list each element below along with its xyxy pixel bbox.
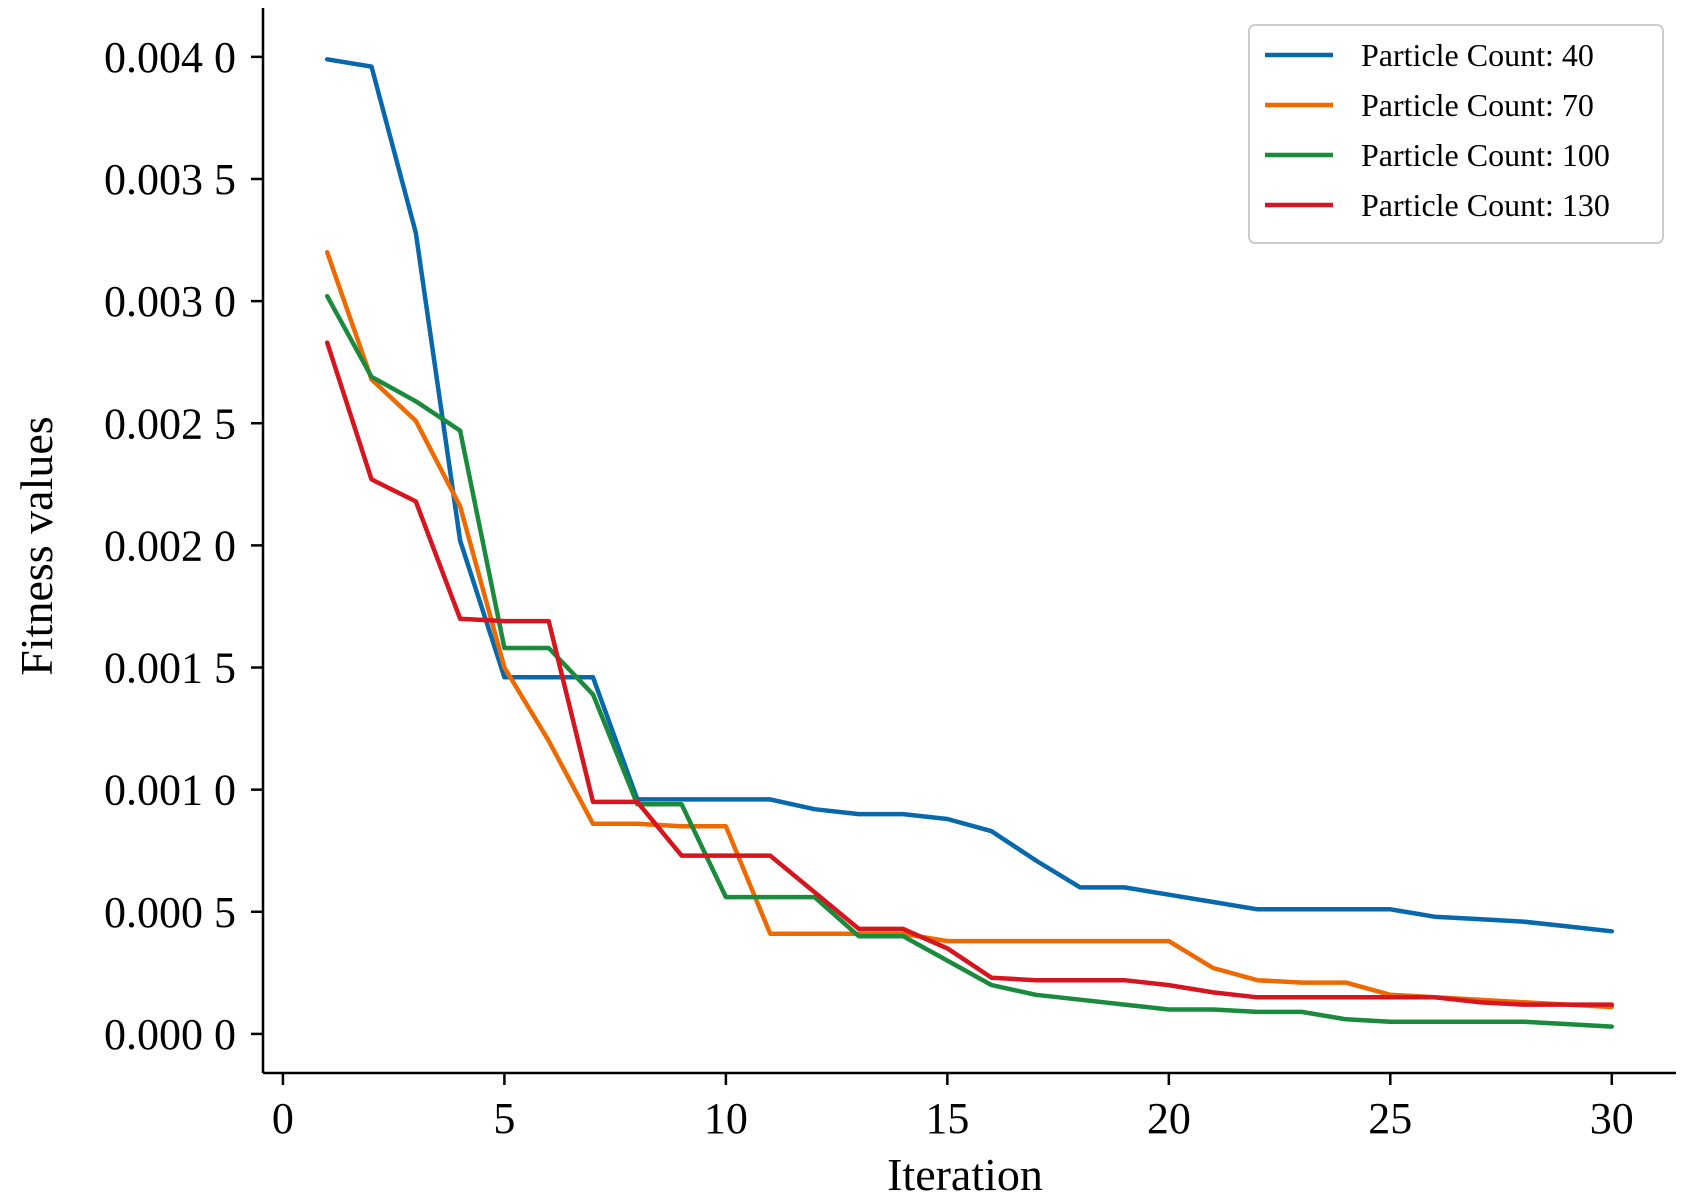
y-tick-label: 0.001 5 xyxy=(104,644,236,693)
series-line-2 xyxy=(324,250,1615,1010)
x-axis-title: Iteration xyxy=(887,1149,1043,1200)
x-tick-label: 10 xyxy=(704,1094,748,1143)
series-line-4 xyxy=(324,340,1615,1007)
y-tick-label: 0.000 0 xyxy=(104,1010,236,1059)
series-group xyxy=(324,57,1615,1029)
axes xyxy=(261,8,1676,1075)
y-tick-label: 0.002 0 xyxy=(104,521,236,570)
series-line-1 xyxy=(324,57,1615,934)
x-axis-ticks: 0 5 10 15 20 25 30 xyxy=(272,1073,1634,1143)
x-tick-label: 15 xyxy=(925,1094,969,1143)
y-tick-label: 0.003 5 xyxy=(104,155,236,204)
x-tick-label: 0 xyxy=(272,1094,294,1143)
y-tick-label: 0.003 0 xyxy=(104,277,236,326)
series-line-3 xyxy=(324,293,1615,1029)
x-tick-label: 5 xyxy=(493,1094,515,1143)
x-tick-label: 25 xyxy=(1368,1094,1412,1143)
y-tick-label: 0.002 5 xyxy=(104,399,236,448)
y-axis-ticks: 0.000 0 0.000 5 0.001 0 0.001 5 0.002 0 0.002… xyxy=(104,33,263,1059)
x-tick-label: 20 xyxy=(1147,1094,1191,1143)
y-tick-label: 0.000 5 xyxy=(104,888,236,937)
y-axis-title: Fitness values xyxy=(11,416,62,675)
y-tick-label: 0.001 0 xyxy=(104,766,236,815)
legend-frame xyxy=(1248,24,1664,244)
legend-label: Particle Count: 100 xyxy=(1361,137,1610,173)
x-tick-label: 30 xyxy=(1590,1094,1634,1143)
legend: Particle Count: 40 Particle Count: 70 Part… xyxy=(1248,24,1664,244)
legend-label: Particle Count: 70 xyxy=(1361,87,1594,123)
legend-label: Particle Count: 40 xyxy=(1361,37,1594,73)
y-tick-label: 0.004 0 xyxy=(104,33,236,82)
legend-label: Particle Count: 130 xyxy=(1361,187,1610,223)
